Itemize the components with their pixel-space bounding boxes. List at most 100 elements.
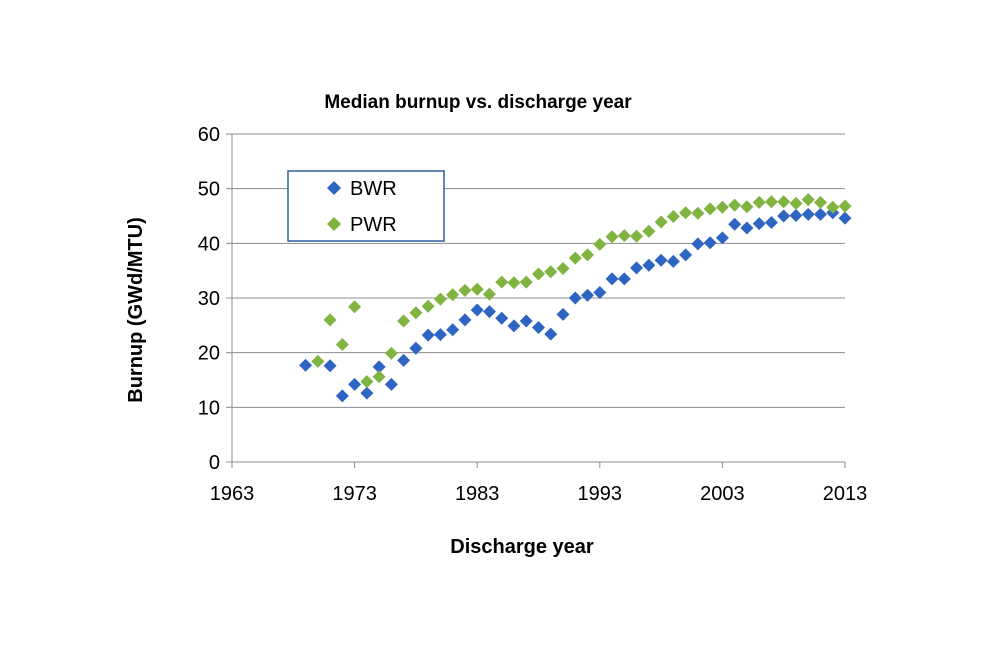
legend-marker-pwr [327, 217, 341, 231]
data-point-bwr [679, 248, 693, 262]
data-point-pwr [323, 313, 337, 327]
data-point-bwr [666, 254, 680, 268]
data-point-bwr [421, 328, 435, 342]
data-point-bwr [593, 286, 607, 300]
data-point-pwr [544, 265, 558, 279]
data-point-bwr [323, 359, 337, 373]
data-point-pwr [691, 206, 705, 220]
data-point-bwr [703, 236, 717, 250]
data-point-bwr [740, 221, 754, 235]
data-point-pwr [556, 261, 570, 275]
data-point-bwr [299, 358, 313, 372]
y-tick-label: 40 [198, 233, 220, 255]
data-point-bwr [581, 288, 595, 302]
series-pwr [311, 193, 852, 389]
data-point-bwr [409, 341, 423, 355]
x-tick-label: 1983 [455, 483, 500, 505]
data-point-bwr [482, 305, 496, 319]
data-point-bwr [764, 216, 778, 230]
data-point-bwr [630, 261, 644, 275]
legend-label-pwr: PWR [350, 214, 397, 236]
data-point-pwr [764, 195, 778, 209]
data-point-bwr [360, 386, 374, 400]
data-point-pwr [348, 300, 362, 314]
y-tick-label: 60 [198, 124, 220, 146]
data-point-bwr [777, 209, 791, 223]
data-point-bwr [507, 319, 521, 333]
data-point-pwr [813, 195, 827, 209]
data-point-pwr [728, 198, 742, 212]
series-bwr [299, 206, 852, 403]
data-point-pwr [433, 292, 447, 306]
data-point-pwr [777, 195, 791, 209]
data-point-pwr [519, 275, 533, 289]
y-axis-label: Burnup (GWd/MTU) [125, 217, 147, 403]
data-point-pwr [617, 229, 631, 243]
data-point-pwr [715, 200, 729, 214]
data-point-bwr [752, 217, 766, 231]
data-point-pwr [409, 306, 423, 320]
data-point-pwr [630, 229, 644, 243]
data-point-bwr [642, 258, 656, 272]
data-point-bwr [384, 377, 398, 391]
data-point-pwr [507, 276, 521, 290]
y-tick-label: 30 [198, 288, 220, 310]
data-point-pwr [593, 237, 607, 251]
data-point-pwr [605, 230, 619, 244]
data-point-bwr [470, 303, 484, 317]
x-tick-label: 2013 [823, 483, 868, 505]
data-point-bwr [728, 217, 742, 231]
data-point-pwr [458, 283, 472, 297]
legend-box [287, 170, 445, 242]
data-point-pwr [421, 299, 435, 313]
y-tick-label: 20 [198, 343, 220, 365]
data-point-pwr [495, 275, 509, 289]
data-point-pwr [397, 314, 411, 328]
data-point-pwr [360, 375, 374, 389]
data-point-pwr [826, 200, 840, 214]
data-point-pwr [581, 248, 595, 262]
legend-marker-bwr [327, 181, 341, 195]
data-point-bwr [348, 377, 362, 391]
data-point-bwr [372, 360, 386, 374]
data-point-bwr [495, 311, 509, 325]
data-point-pwr [838, 199, 852, 213]
data-point-bwr [789, 208, 803, 222]
x-axis-label: Discharge year [450, 536, 594, 558]
x-tick-label: 1963 [210, 483, 255, 505]
data-point-bwr [433, 328, 447, 342]
data-point-pwr [752, 195, 766, 209]
data-point-pwr [703, 202, 717, 216]
x-tick-label: 1993 [578, 483, 623, 505]
data-point-pwr [446, 288, 460, 302]
data-point-pwr [666, 210, 680, 224]
data-point-bwr [544, 327, 558, 341]
data-point-pwr [801, 193, 815, 207]
data-point-bwr [691, 237, 705, 251]
data-point-bwr [458, 313, 472, 327]
data-points [299, 193, 852, 403]
data-point-pwr [384, 346, 398, 360]
data-point-bwr [556, 307, 570, 321]
tick-labels: 0 10 20 30 40 50 60 1963 1973 1983 1993 2003 2013 [198, 124, 868, 505]
axes [226, 133, 846, 468]
data-point-bwr [715, 231, 729, 245]
data-point-pwr [679, 206, 693, 220]
data-point-bwr [519, 314, 533, 328]
data-point-pwr [470, 282, 484, 296]
data-point-bwr [532, 321, 545, 335]
data-point-pwr [789, 196, 803, 210]
data-point-pwr [482, 287, 496, 301]
data-point-pwr [372, 370, 386, 384]
data-point-pwr [654, 215, 668, 229]
data-point-bwr [813, 207, 827, 221]
data-point-pwr [568, 251, 582, 265]
data-point-pwr [642, 224, 656, 238]
data-point-pwr [311, 354, 325, 368]
chart-title: Median burnup vs. discharge year [324, 92, 632, 113]
data-point-bwr [838, 211, 852, 225]
data-point-bwr [617, 272, 631, 286]
data-point-bwr [397, 353, 411, 367]
data-point-bwr [801, 207, 815, 221]
